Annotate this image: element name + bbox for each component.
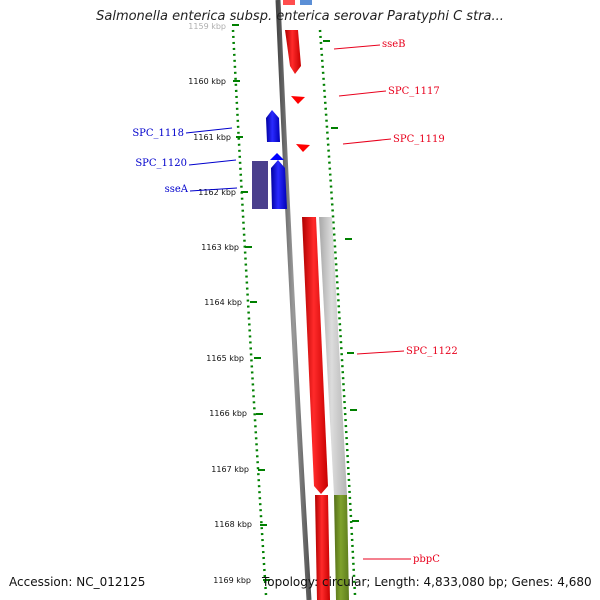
gene-sseB [285, 30, 301, 74]
gene-label-sseB: sseB [382, 39, 406, 50]
gene-label-SPC_1118: SPC_1118 [132, 128, 184, 139]
tick-label-1160: 1160 kbp [188, 77, 226, 86]
gene-SPC_1120 [270, 153, 284, 160]
gene-label-SPC_1117: SPC_1117 [388, 86, 440, 97]
tick-marks [232, 24, 359, 581]
gray-feature-bar [319, 217, 347, 495]
gene-sseA [252, 161, 268, 209]
genome-backbone [275, 0, 312, 600]
genome-title: Salmonella enterica subsp. enterica sero… [96, 9, 504, 24]
gc-content-track-outer [318, 29, 357, 596]
gene-pbpC [315, 495, 330, 600]
tick-label-1168: 1168 kbp [214, 520, 252, 529]
genome-summary: Topology: circular; Length: 4,833,080 bp… [262, 575, 592, 589]
gene-label-sseA: sseA [165, 184, 189, 195]
gene-label-SPC_1119: SPC_1119 [393, 134, 445, 145]
tick-label-1164: 1164 kbp [204, 298, 242, 307]
tick-label-1162: 1162 kbp [198, 188, 236, 197]
gene-SPC_1122 [302, 217, 328, 494]
tick-label-1161: 1161 kbp [193, 133, 231, 142]
feature-sliver-red [283, 0, 295, 5]
gene-SPC_1117 [291, 96, 305, 104]
gene-label-SPC_1120: SPC_1120 [135, 158, 187, 169]
tick-label-1166: 1166 kbp [209, 409, 247, 418]
tick-label-1167: 1167 kbp [211, 465, 249, 474]
green-feature-bar [334, 495, 349, 600]
gene-SPC_1118 [266, 110, 280, 142]
tick-label-1159: 1159 kbp [188, 22, 226, 31]
gc-content-track-inner [231, 29, 268, 596]
tick-label-1169: 1169 kbp [213, 576, 251, 585]
gene-label-SPC_1122: SPC_1122 [406, 346, 458, 357]
leader-lines [185, 44, 411, 560]
tick-label-1163: 1163 kbp [201, 243, 239, 252]
gene-SPC_1119 [296, 144, 310, 152]
tick-label-1165: 1165 kbp [206, 354, 244, 363]
gene-label-pbpC: pbpC [413, 554, 440, 565]
feature-sliver-blue [300, 0, 312, 5]
accession-label: Accession: NC_012125 [9, 575, 146, 589]
gene-sseA-part [271, 160, 287, 209]
